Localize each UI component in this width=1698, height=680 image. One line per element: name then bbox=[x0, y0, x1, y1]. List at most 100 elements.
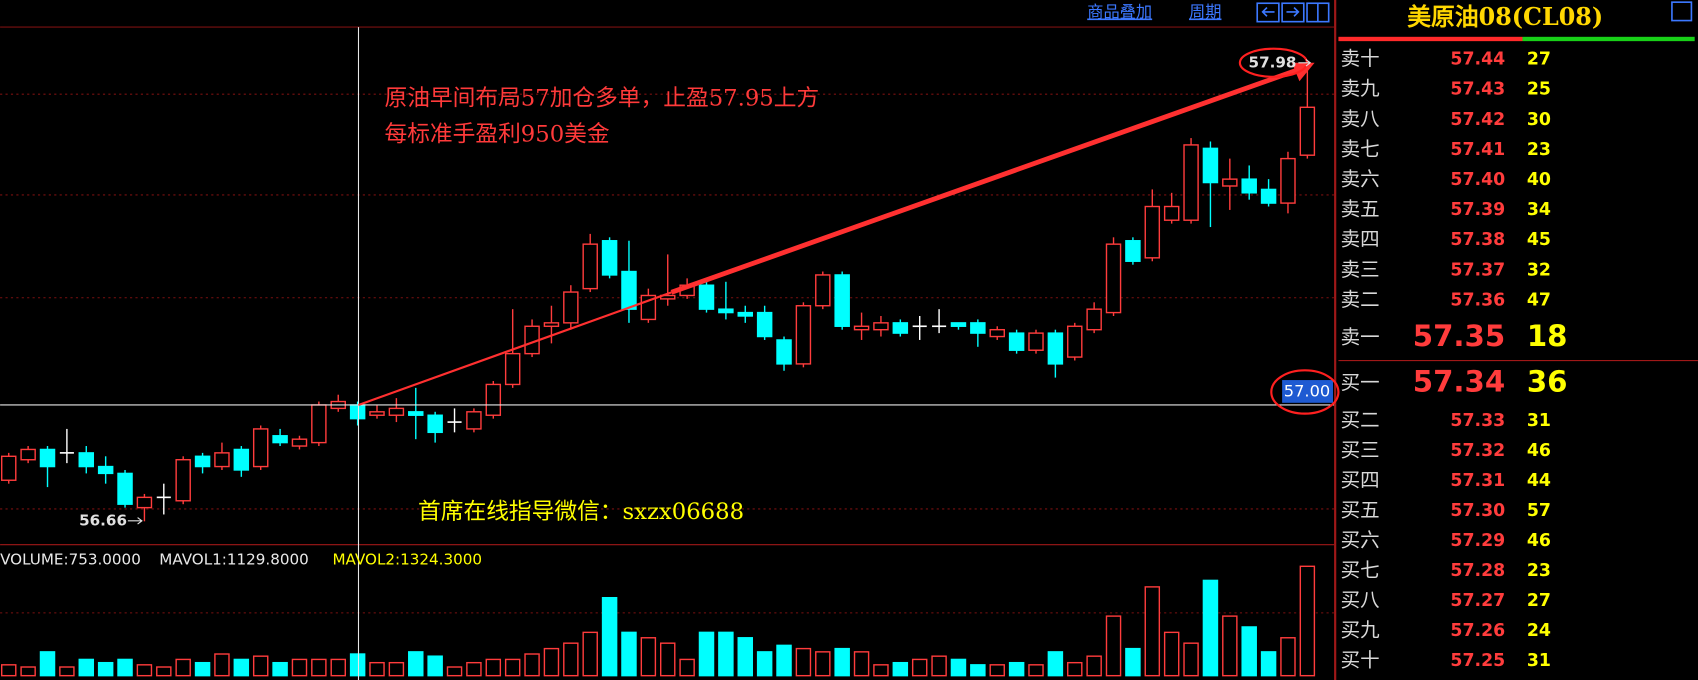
candle-body bbox=[311, 404, 327, 444]
book-label: 卖六 bbox=[1341, 167, 1380, 190]
volume-bar bbox=[1299, 565, 1316, 677]
mavol2-legend: MAVOL2:1324.3000 bbox=[333, 550, 483, 568]
book-price: 57.44 bbox=[1450, 50, 1505, 70]
book-volume: 36 bbox=[1527, 364, 1568, 398]
book-volume: 18 bbox=[1527, 319, 1568, 353]
trend-arrow-head bbox=[1291, 62, 1315, 82]
sell-strength-bar bbox=[1338, 36, 1523, 42]
volume-bar bbox=[1280, 637, 1296, 677]
book-label: 卖三 bbox=[1341, 258, 1380, 281]
volume-bar bbox=[446, 666, 463, 677]
volume-bar bbox=[252, 655, 269, 677]
book-price: 57.43 bbox=[1450, 80, 1505, 100]
volume-bar bbox=[1008, 661, 1025, 677]
book-price: 57.26 bbox=[1450, 621, 1505, 641]
book-volume: 23 bbox=[1527, 140, 1551, 160]
icon-next-arrow bbox=[1286, 7, 1300, 17]
candle-body bbox=[349, 404, 366, 420]
volume-bar bbox=[795, 647, 812, 677]
book-price: 57.40 bbox=[1450, 170, 1505, 190]
book-label: 买九 bbox=[1341, 619, 1380, 642]
candle-body bbox=[466, 411, 482, 430]
book-label: 卖四 bbox=[1341, 228, 1380, 251]
candle-body bbox=[408, 411, 424, 416]
cross-price-label: 57.00 bbox=[1284, 381, 1330, 400]
volume-bar bbox=[1202, 579, 1219, 677]
candle-body bbox=[117, 472, 133, 505]
candle-body bbox=[1183, 144, 1199, 221]
volume-bar bbox=[408, 651, 424, 677]
volume-bar bbox=[504, 658, 521, 677]
book-label: 卖五 bbox=[1341, 198, 1380, 221]
candle-body bbox=[194, 455, 211, 468]
volume-bar bbox=[175, 658, 191, 677]
candle-body bbox=[1008, 332, 1025, 351]
candle-body bbox=[853, 325, 870, 331]
candle-body bbox=[214, 452, 230, 468]
candle-body bbox=[1299, 106, 1316, 156]
book-volume: 46 bbox=[1527, 441, 1551, 461]
candles bbox=[1, 69, 1316, 522]
candle-body bbox=[718, 308, 734, 314]
icon-next[interactable] bbox=[1281, 2, 1305, 23]
low-arrow bbox=[127, 517, 143, 525]
book-volume: 32 bbox=[1527, 260, 1551, 280]
volume-bar bbox=[194, 661, 211, 677]
book-label: 买七 bbox=[1341, 559, 1380, 582]
volume-bar bbox=[911, 658, 928, 677]
volume-bar bbox=[427, 655, 443, 677]
volume-bar bbox=[756, 651, 773, 677]
candle-body bbox=[1202, 147, 1219, 184]
book-volume: 30 bbox=[1527, 110, 1551, 130]
book-price: 57.36 bbox=[1450, 290, 1505, 310]
cross-price-circle bbox=[1270, 369, 1340, 415]
candle-body bbox=[1222, 178, 1238, 187]
volume-bar bbox=[1260, 651, 1277, 677]
icon-prev-arrow bbox=[1261, 7, 1275, 17]
volume-bar bbox=[291, 658, 308, 677]
book-price: 57.42 bbox=[1450, 110, 1505, 130]
volume-bar bbox=[718, 631, 734, 677]
candle-body bbox=[369, 411, 385, 416]
panel-toggle[interactable] bbox=[1671, 1, 1693, 22]
candle-body bbox=[1125, 240, 1141, 262]
high-label: 57.98 bbox=[1249, 53, 1297, 71]
trend-arrow-start bbox=[358, 291, 672, 406]
book-volume: 25 bbox=[1527, 80, 1551, 100]
volume-bar bbox=[543, 647, 560, 677]
candle-body bbox=[815, 274, 831, 307]
candle-body bbox=[78, 452, 95, 468]
menu-period[interactable]: 周期 bbox=[1189, 2, 1221, 21]
wechat-note: 首席在线指导微信：sxzx06688 bbox=[418, 499, 744, 525]
candle-body bbox=[1260, 188, 1277, 204]
candle-body bbox=[233, 448, 250, 471]
menu-overlay[interactable]: 商品叠加 bbox=[1087, 2, 1152, 21]
candle-body bbox=[20, 448, 36, 461]
candle-body bbox=[776, 339, 792, 365]
candle-body bbox=[543, 322, 560, 327]
book-volume: 47 bbox=[1527, 290, 1551, 310]
volume-bar bbox=[466, 661, 482, 677]
book-label: 卖九 bbox=[1341, 77, 1380, 100]
candle-body bbox=[1, 455, 17, 481]
candle-body bbox=[1144, 205, 1161, 259]
volume-bar bbox=[1183, 642, 1199, 677]
candle-body bbox=[272, 435, 288, 444]
book-volume: 31 bbox=[1527, 411, 1551, 431]
cross-price-box bbox=[1282, 380, 1334, 403]
candle-body bbox=[1067, 325, 1083, 358]
volume-bar bbox=[1222, 615, 1238, 677]
candle-body bbox=[291, 438, 308, 447]
candle-body bbox=[97, 465, 114, 475]
book-volume: 27 bbox=[1527, 591, 1551, 611]
candle-body bbox=[1028, 332, 1044, 351]
volume-bar bbox=[369, 661, 385, 677]
book-price: 57.34 bbox=[1413, 364, 1505, 398]
volume-bar bbox=[1067, 661, 1083, 677]
icon-prev[interactable] bbox=[1256, 2, 1280, 23]
candle-body bbox=[504, 352, 521, 386]
volume-bar bbox=[156, 666, 172, 677]
trend-arrow bbox=[670, 67, 1301, 295]
volume-bar bbox=[1105, 615, 1122, 677]
